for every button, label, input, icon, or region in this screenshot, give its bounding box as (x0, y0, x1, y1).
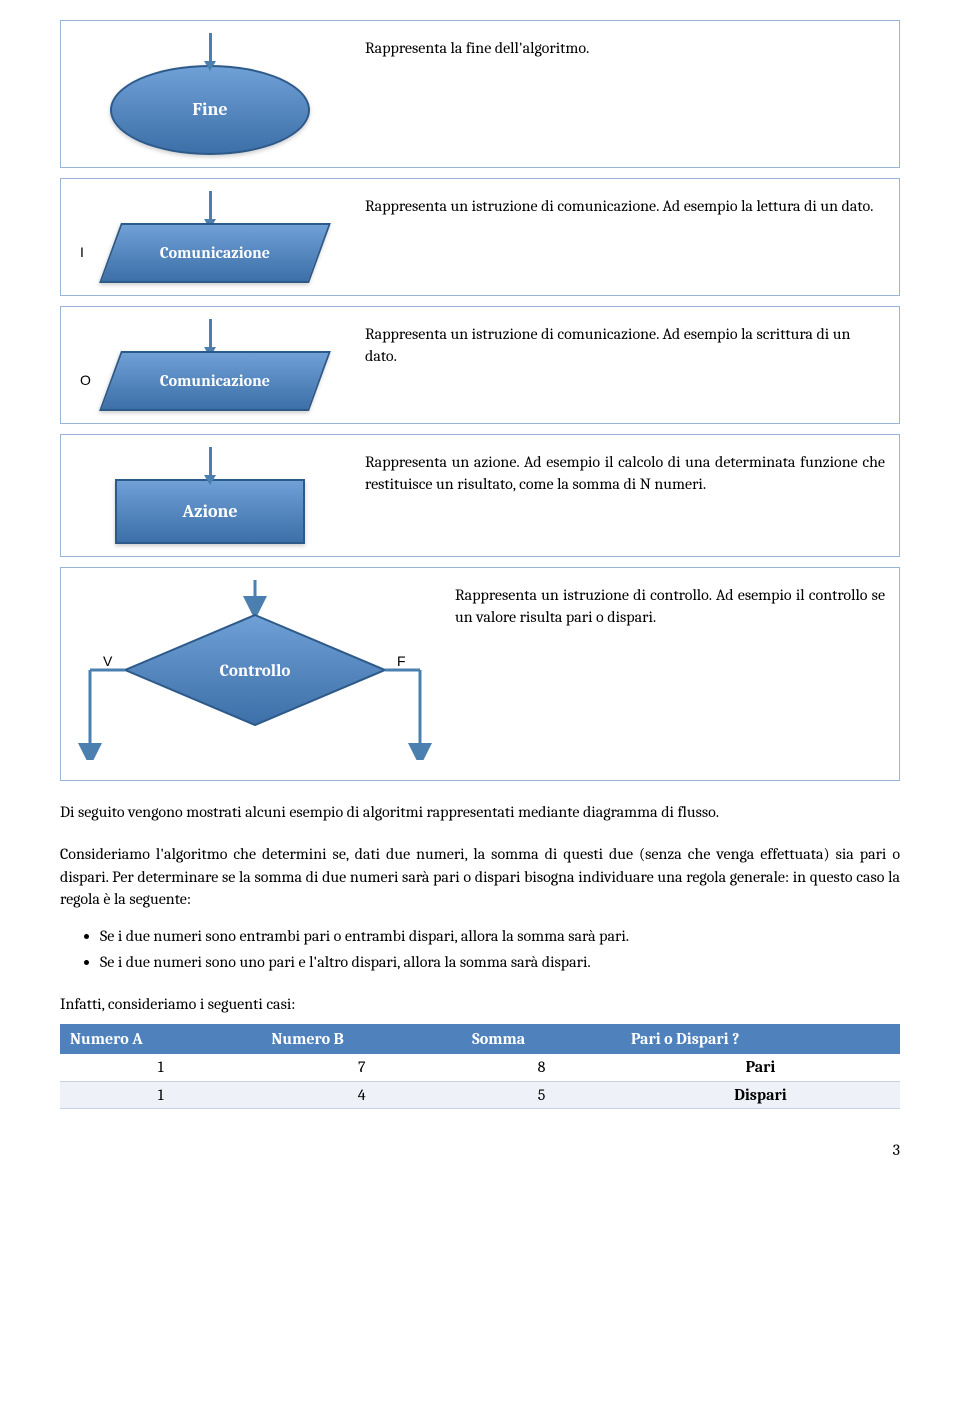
io-label: I (80, 243, 84, 263)
shape-label: Controllo (220, 662, 291, 681)
symbol-row-com-out: O Comunicazione Rappresenta un istruzion… (60, 306, 900, 424)
parity-table: Numero A Numero B Somma Pari o Dispari ?… (60, 1024, 900, 1109)
table-row: 1 7 8 Pari (60, 1054, 900, 1081)
symbol-row-azione: Azione Rappresenta un azione. Ad esempio… (60, 434, 900, 557)
table-header: Pari o Dispari ? (621, 1024, 900, 1054)
arrow-down-icon (209, 447, 212, 477)
bullet-list: Se i due numeri sono entrambi pari o ent… (100, 925, 900, 974)
desc-controllo: Rappresenta un istruzione di controllo. … (455, 580, 885, 629)
arrow-down-icon (209, 33, 212, 63)
shape-label: Fine (192, 97, 227, 122)
shape-label: Comunicazione (160, 242, 270, 264)
desc-com-in: Rappresenta un istruzione di comunicazio… (365, 191, 885, 217)
io-parallelogram: Comunicazione (99, 351, 331, 411)
bullet-item: Se i due numeri sono entrambi pari o ent… (100, 925, 900, 947)
decision-diamond-svg: Controllo (75, 580, 435, 760)
table-row: 1 4 5 Dispari (60, 1081, 900, 1108)
terminator-ellipse: Fine (110, 65, 310, 155)
shape-com-out: O Comunicazione (75, 319, 345, 411)
desc-azione: Rappresenta un azione. Ad esempio il cal… (365, 447, 885, 496)
arrow-down-icon (209, 191, 212, 221)
shape-label: Comunicazione (160, 370, 270, 392)
paragraph-algorithm: Consideriamo l'algoritmo che determini s… (60, 843, 900, 910)
shape-label: Azione (182, 499, 237, 524)
shape-com-in: I Comunicazione (75, 191, 345, 283)
arrow-down-icon (209, 319, 212, 349)
shape-fine: Fine (75, 33, 345, 155)
symbol-row-com-in: I Comunicazione Rappresenta un istruzion… (60, 178, 900, 296)
paragraph-cases: Infatti, consideriamo i seguenti casi: (60, 993, 900, 1015)
shape-controllo: Controllo V F (75, 580, 435, 760)
io-label: O (80, 371, 91, 391)
bullet-item: Se i due numeri sono uno pari e l'altro … (100, 951, 900, 973)
desc-com-out: Rappresenta un istruzione di comunicazio… (365, 319, 885, 368)
shape-azione: Azione (75, 447, 345, 544)
branch-label-v: V (103, 652, 112, 672)
table-header: Somma (462, 1024, 621, 1054)
paragraph-intro: Di seguito vengono mostrati alcuni esemp… (60, 801, 900, 823)
process-rect: Azione (115, 479, 305, 544)
page-number: 3 (60, 1139, 900, 1161)
table-header: Numero B (261, 1024, 462, 1054)
table-header-row: Numero A Numero B Somma Pari o Dispari ? (60, 1024, 900, 1054)
symbol-row-controllo: Controllo V F Rappresenta un istruzione … (60, 567, 900, 781)
branch-label-f: F (397, 652, 406, 672)
table-header: Numero A (60, 1024, 261, 1054)
io-parallelogram: Comunicazione (99, 223, 331, 283)
desc-fine: Rappresenta la fine dell'algoritmo. (365, 33, 885, 59)
symbol-row-fine: Fine Rappresenta la fine dell'algoritmo. (60, 20, 900, 168)
